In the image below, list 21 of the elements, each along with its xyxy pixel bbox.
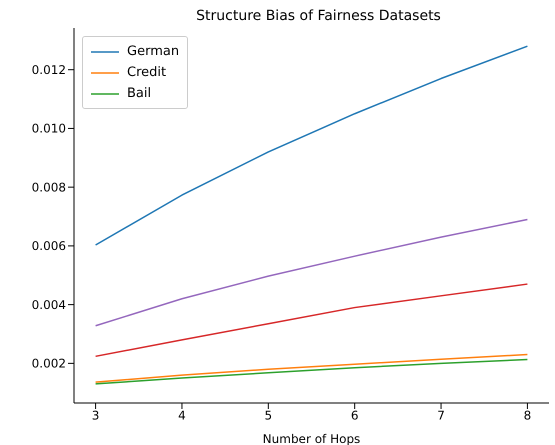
x-tick-label: 8	[524, 408, 532, 423]
line-series	[94, 218, 528, 327]
x-tick-label: 7	[437, 408, 445, 423]
x-tick-label: 3	[92, 408, 100, 423]
line-series	[94, 358, 528, 385]
x-tick-label: 6	[350, 408, 358, 423]
y-tick-label: 0.010	[32, 122, 66, 136]
line-series	[94, 45, 528, 246]
chart-title: Structure Bias of Fairness Datasets	[195, 8, 442, 24]
legend-label: Bail	[127, 86, 152, 101]
y-tick-label: 0.002	[32, 356, 66, 371]
y-tick-label: 0.012	[32, 62, 66, 77]
line-series	[94, 354, 528, 383]
y-tick-label: 0.004	[32, 298, 66, 312]
legend-label: Credit	[127, 65, 166, 80]
legend-label: German	[127, 44, 180, 59]
x-tick-label: 4	[178, 408, 186, 423]
y-tick-label: 0.008	[32, 180, 66, 194]
line-series	[94, 283, 528, 358]
x-tick-label: 5	[264, 408, 272, 423]
y-tick-label: 0.006	[32, 239, 66, 254]
